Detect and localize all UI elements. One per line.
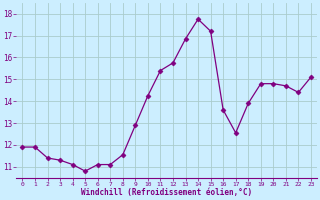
X-axis label: Windchill (Refroidissement éolien,°C): Windchill (Refroidissement éolien,°C) [81, 188, 252, 197]
